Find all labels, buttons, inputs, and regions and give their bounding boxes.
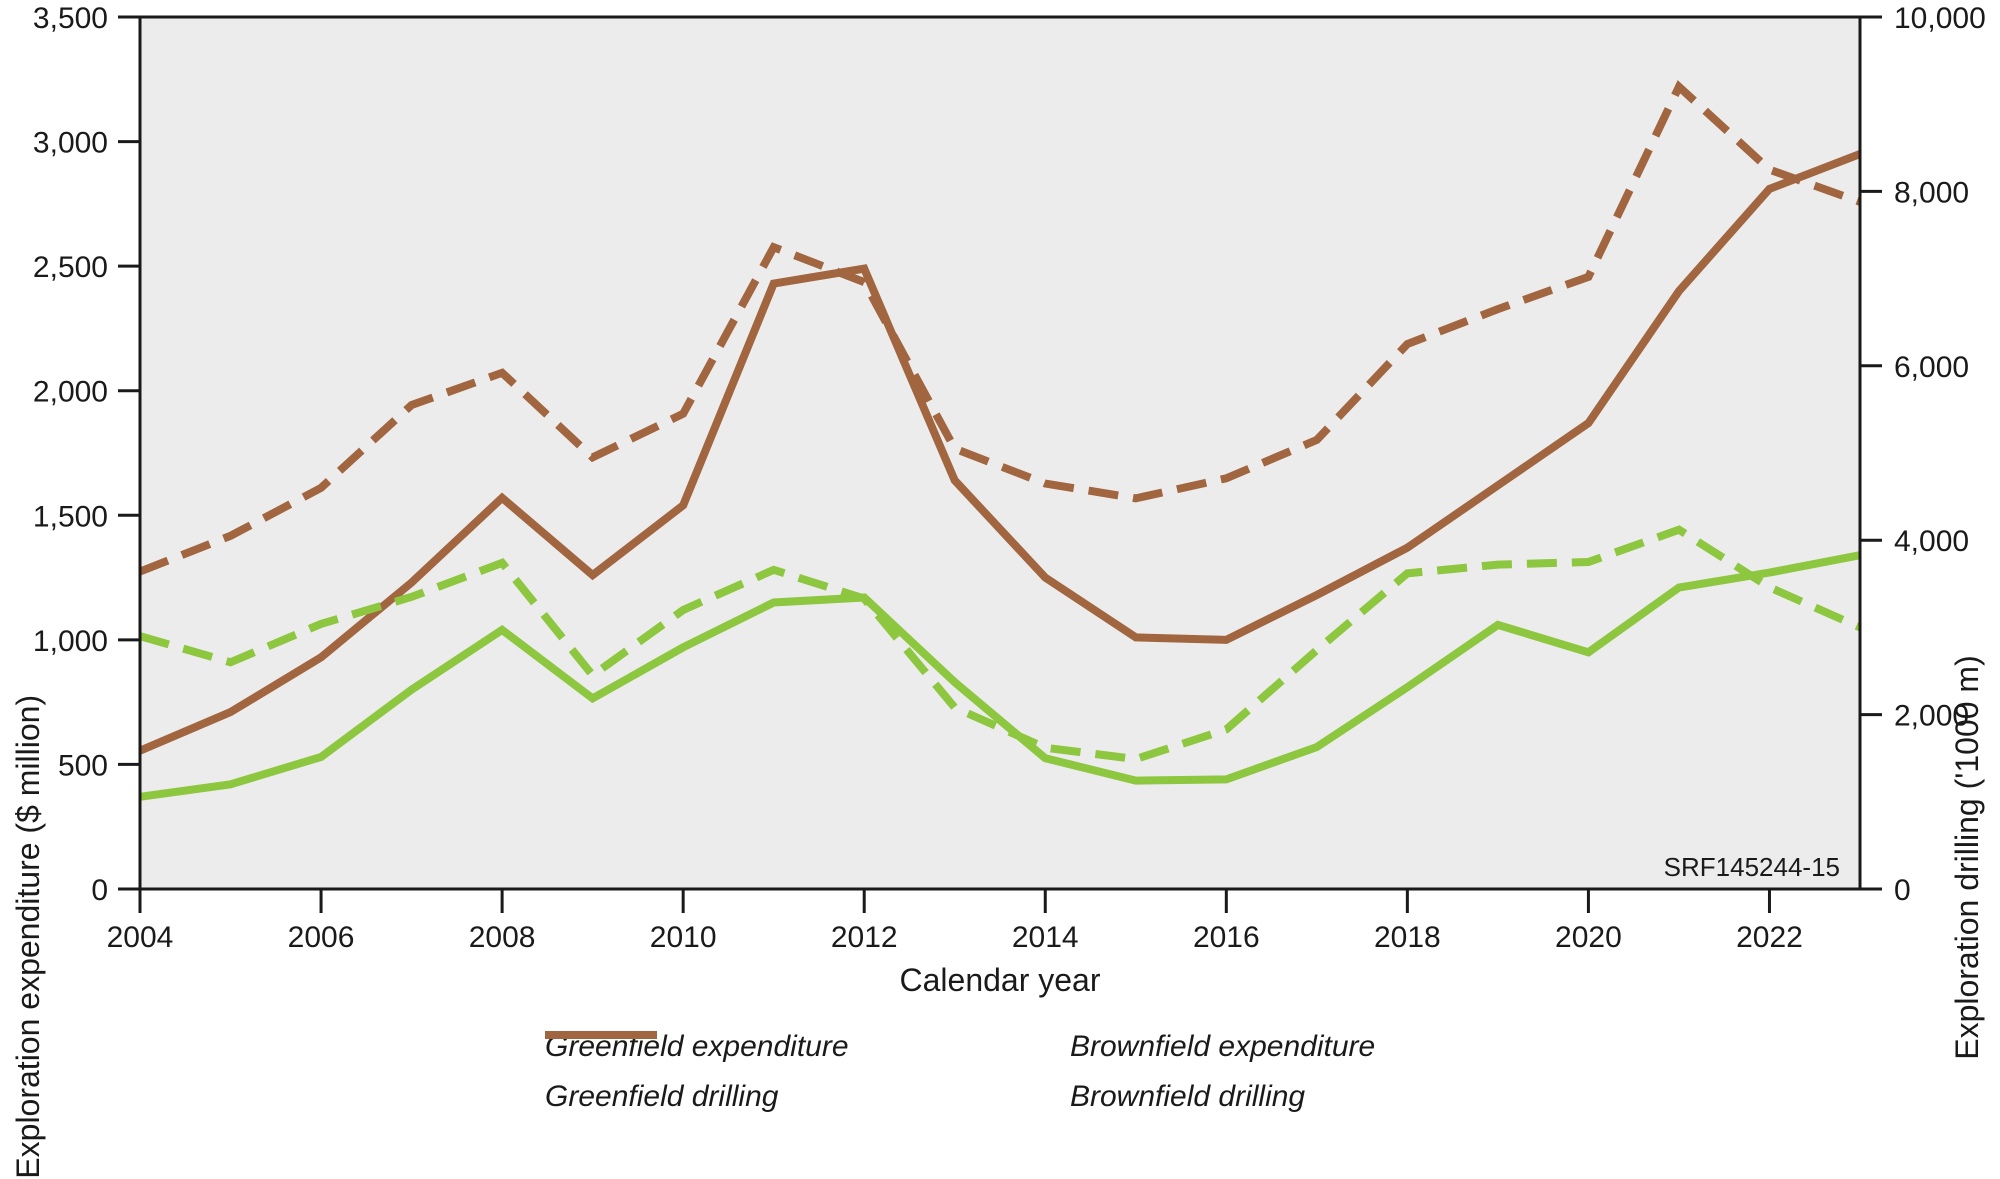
right-axis-tick-label: 4,000 <box>1894 525 1969 558</box>
x-axis-tick-label: 2014 <box>1012 921 1079 954</box>
legend-item-greenfield-drilling: Greenfield drilling <box>545 1031 1050 1114</box>
plot-frame <box>138 15 1862 891</box>
right-axis-tick-label: 2,000 <box>1894 700 1969 733</box>
x-axis-tick-label: 2012 <box>831 921 898 954</box>
legend-label: Brownfield expenditure <box>1070 1030 1376 1063</box>
chart-container: 0 500 1,000 1,500 2,000 2,500 3,000 3,500 0 2,000… <box>10 2 1986 1179</box>
left-axis-tick-label: 1,500 <box>33 500 108 533</box>
legend-label: Greenfield drilling <box>545 1080 779 1113</box>
x-axis-title: Calendar year <box>899 962 1101 998</box>
left-axis-tick-label: 2,500 <box>33 251 108 284</box>
left-axis-tick-label: 1,000 <box>33 625 108 658</box>
chart-legend: Greenfield expenditure Brownfield expendi… <box>545 1030 1375 1114</box>
series-line-brownfield-drilling <box>138 80 1862 576</box>
line-chart: 0 500 1,000 1,500 2,000 2,500 3,000 3,500 0 2,000… <box>33 2 1986 954</box>
series-line-brownfield-expenditure <box>138 150 1862 755</box>
x-axis-tick-label: 2004 <box>107 921 174 954</box>
right-axis-title: Exploration drilling ('1000 m) <box>1949 655 1985 1060</box>
figure-reference-code: SRF145244-15 <box>1663 852 1840 882</box>
legend-label: Brownfield drilling <box>1070 1080 1306 1113</box>
left-axis-title: Exploration expenditure ($ million) <box>10 694 46 1179</box>
dashed-line-swatch <box>545 1031 657 1039</box>
right-axis-tick-label: 8,000 <box>1894 176 1969 209</box>
series-line-greenfield-expenditure <box>139 551 1861 801</box>
right-axis-tick-label: 0 <box>1894 874 1911 907</box>
x-axis-tick-label: 2006 <box>288 921 355 954</box>
right-axis-tick-label: 6,000 <box>1894 351 1969 384</box>
x-axis-tick-label: 2022 <box>1736 921 1803 954</box>
x-axis-tick-label: 2016 <box>1193 921 1260 954</box>
right-axis-tick-label: 10,000 <box>1894 2 1986 35</box>
left-axis-tick-label: 500 <box>58 749 108 782</box>
legend-item-brownfield-expenditure: Brownfield expenditure <box>545 1030 1376 1064</box>
legend-item-brownfield-drilling: Brownfield drilling <box>545 1031 1375 1114</box>
left-axis-tick-label: 0 <box>91 874 108 907</box>
plot-area <box>140 17 1860 889</box>
x-axis-tick-label: 2018 <box>1374 921 1441 954</box>
left-axis-tick-label: 2,000 <box>33 376 108 409</box>
left-axis-tick-label: 3,000 <box>33 127 108 160</box>
x-axis-tick-label: 2008 <box>469 921 536 954</box>
x-axis-tick-label: 2010 <box>650 921 717 954</box>
series-line-greenfield-drilling <box>138 525 1862 764</box>
x-axis-tick-label: 2020 <box>1555 921 1622 954</box>
left-axis-tick-label: 3,500 <box>33 2 108 35</box>
